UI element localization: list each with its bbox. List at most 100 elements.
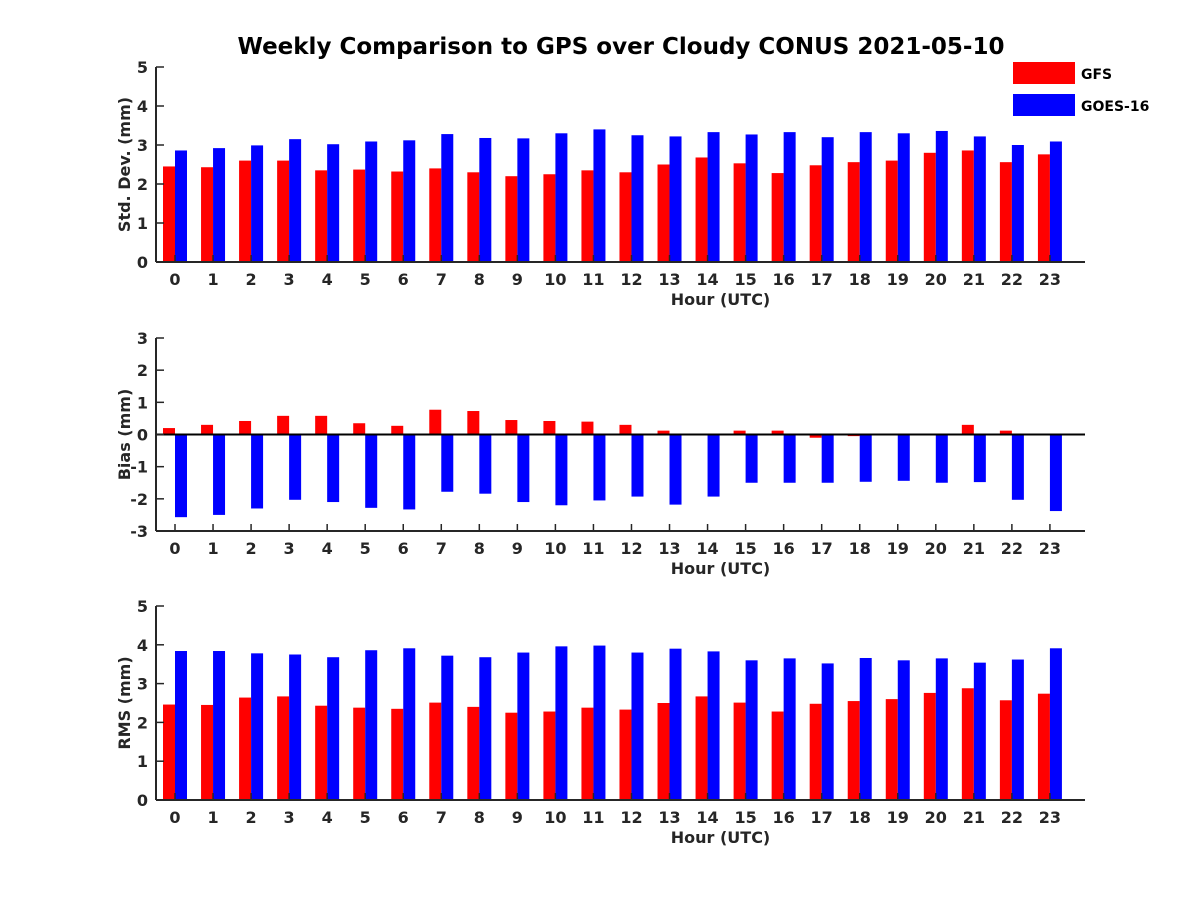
- rms-xtick-label: 22: [1001, 808, 1023, 827]
- stddev-bar-gfs-hour-14: [695, 157, 708, 262]
- rms-x-label: Hour (UTC): [671, 828, 771, 847]
- bias-xtick-label: 1: [207, 539, 218, 558]
- rms-xtick-label: 21: [963, 808, 985, 827]
- bias-ytick-label: -2: [130, 490, 148, 509]
- rms-xtick-label: 17: [811, 808, 833, 827]
- bias-bar-gfs-hour-21: [961, 424, 974, 435]
- rms-bar-goes16-hour-3: [289, 654, 302, 800]
- bias-xtick-label: 6: [398, 539, 409, 558]
- rms-bar-goes16-hour-0: [175, 651, 187, 800]
- rms-xtick-label: 2: [246, 808, 257, 827]
- bias-ytick-label: -3: [130, 522, 148, 541]
- rms-bar-gfs-hour-2: [239, 697, 252, 800]
- bias-xtick-label: 5: [360, 539, 371, 558]
- rms-bar-goes16-hour-10: [555, 646, 568, 800]
- rms-ytick-label: 5: [137, 597, 148, 616]
- legend-label-gfs: GFS: [1081, 67, 1112, 83]
- bias-xtick-label: 17: [811, 539, 833, 558]
- bias-bar-goes16-hour-8: [479, 434, 492, 494]
- bias-bar-goes16-hour-21: [973, 434, 986, 483]
- rms-bar-goes16-hour-20: [935, 658, 948, 800]
- stddev-bar-goes16-hour-12: [631, 135, 644, 262]
- stddev-ytick-label: 3: [137, 136, 148, 155]
- stddev-bar-gfs-hour-20: [923, 152, 936, 262]
- bias-bar-goes16-hour-10: [555, 434, 568, 506]
- bias-xtick-label: 3: [284, 539, 295, 558]
- bias-xtick-label: 18: [849, 539, 871, 558]
- rms-bar-gfs-hour-9: [505, 712, 518, 800]
- bias-ytick-label: -1: [130, 458, 148, 477]
- rms-xtick-label: 19: [887, 808, 909, 827]
- rms-bar-goes16-hour-19: [897, 660, 910, 800]
- bias-xtick-label: 21: [963, 539, 985, 558]
- stddev-bar-goes16-hour-13: [669, 136, 682, 262]
- bias-ytick-label: 1: [137, 393, 148, 412]
- stddev-bar-gfs-hour-18: [847, 162, 860, 262]
- stddev-bar-gfs-hour-16: [771, 173, 784, 262]
- bias-xtick-label: 16: [773, 539, 795, 558]
- bias-xtick-label: 8: [474, 539, 485, 558]
- stddev-bar-gfs-hour-23: [1037, 154, 1050, 262]
- rms-xtick-label: 7: [436, 808, 447, 827]
- stddev-bar-gfs-hour-19: [885, 160, 898, 262]
- stddev-bar-goes16-hour-18: [859, 132, 872, 262]
- stddev-bar-gfs-hour-7: [429, 168, 442, 262]
- stddev-ytick-label: 1: [137, 214, 148, 233]
- rms-bar-gfs-hour-13: [657, 703, 670, 800]
- bias-bar-gfs-hour-9: [505, 420, 518, 435]
- bias-bar-gfs-hour-8: [467, 411, 480, 435]
- rms-bar-gfs-hour-21: [961, 688, 974, 800]
- bias-xtick-label: 14: [696, 539, 718, 558]
- rms-bar-goes16-hour-18: [859, 657, 872, 800]
- stddev-bar-goes16-hour-10: [555, 133, 568, 262]
- rms-xtick-label: 10: [544, 808, 566, 827]
- rms-bar-goes16-hour-11: [593, 645, 606, 800]
- stddev-ytick-label: 0: [137, 253, 148, 272]
- stddev-bar-goes16-hour-2: [251, 145, 264, 262]
- stddev-ytick-label: 4: [137, 97, 148, 116]
- bias-bar-goes16-hour-11: [593, 434, 606, 501]
- stddev-xtick-label: 17: [811, 270, 833, 289]
- rms-bar-gfs-hour-3: [277, 696, 290, 800]
- stddev-xtick-label: 22: [1001, 270, 1023, 289]
- bias-bar-goes16-hour-19: [897, 434, 910, 481]
- rms-xtick-label: 0: [169, 808, 180, 827]
- rms-bar-gfs-hour-0: [163, 704, 175, 800]
- rms-bar-goes16-hour-12: [631, 652, 644, 800]
- bias-bar-goes16-hour-16: [783, 434, 796, 483]
- stddev-bar-goes16-hour-19: [897, 133, 910, 262]
- stddev-bar-goes16-hour-6: [403, 140, 416, 262]
- stddev-xtick-label: 6: [398, 270, 409, 289]
- rms-bar-goes16-hour-2: [251, 653, 264, 800]
- rms-xtick-label: 1: [207, 808, 218, 827]
- rms-bar-gfs-hour-14: [695, 696, 708, 800]
- rms-bar-goes16-hour-13: [669, 648, 682, 800]
- stddev-bar-gfs-hour-6: [391, 171, 404, 262]
- rms-bar-gfs-hour-16: [771, 711, 784, 800]
- bias-bar-gfs-hour-12: [619, 424, 632, 435]
- stddev-xtick-label: 19: [887, 270, 909, 289]
- bias-bar-gfs-hour-5: [353, 423, 366, 435]
- bias-bar-goes16-hour-17: [821, 434, 834, 483]
- bias-ytick-label: 3: [137, 329, 148, 348]
- rms-bar-goes16-hour-5: [365, 650, 378, 800]
- stddev-xtick-label: 3: [284, 270, 295, 289]
- bias-bar-gfs-hour-16: [771, 430, 784, 435]
- stddev-xtick-label: 16: [773, 270, 795, 289]
- stddev-bar-gfs-hour-15: [733, 163, 746, 262]
- rms-bar-goes16-hour-23: [1049, 648, 1062, 800]
- stddev-bar-gfs-hour-0: [163, 166, 175, 262]
- bias-y-label: Bias (mm): [115, 389, 134, 481]
- bias-bar-goes16-hour-3: [289, 434, 302, 500]
- bias-bar-goes16-hour-12: [631, 434, 644, 497]
- stddev-xtick-label: 9: [512, 270, 523, 289]
- rms-bar-goes16-hour-14: [707, 651, 720, 800]
- bias-bar-goes16-hour-9: [517, 434, 530, 503]
- rms-xtick-label: 20: [925, 808, 947, 827]
- rms-xtick-label: 15: [734, 808, 756, 827]
- stddev-bar-gfs-hour-22: [999, 162, 1012, 262]
- rms-bar-goes16-hour-16: [783, 658, 796, 800]
- bias-bar-goes16-hour-5: [365, 434, 378, 508]
- bias-bar-goes16-hour-1: [213, 434, 226, 515]
